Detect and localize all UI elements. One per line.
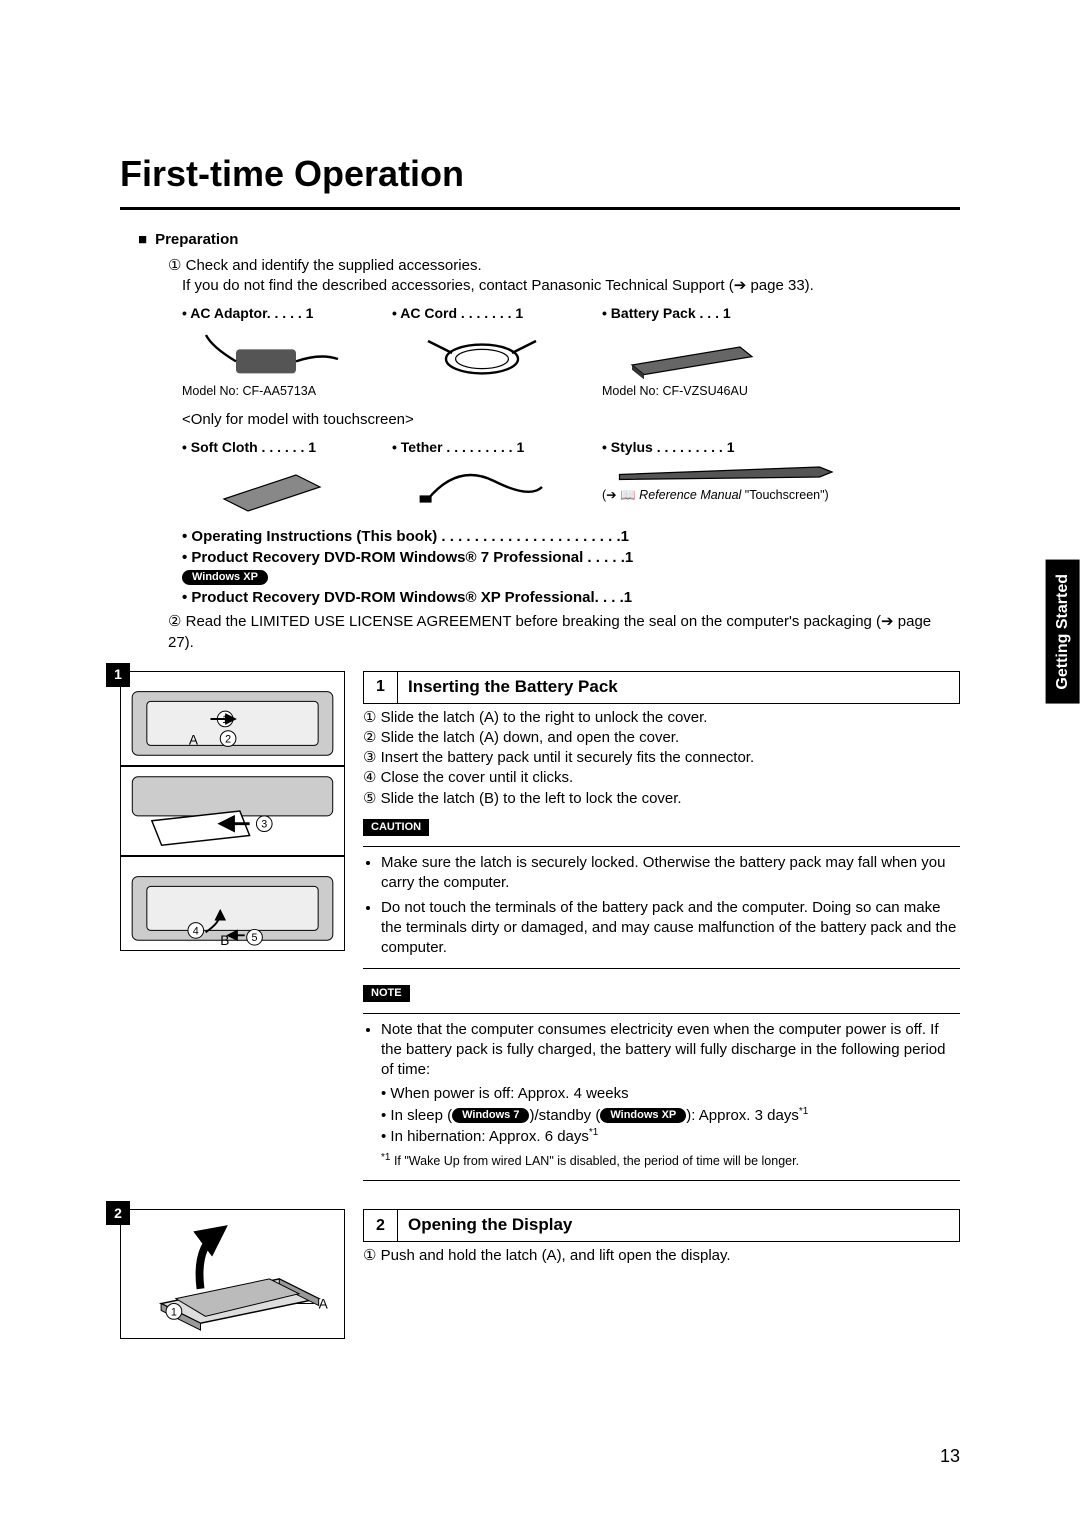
s1-line-d: ④ Close the cover until it clicks. xyxy=(363,768,960,788)
step-2-images: 2 1 A xyxy=(120,1209,345,1339)
acc-cord-label: • AC Cord . . . . . . . 1 xyxy=(392,304,572,323)
step-1-title: Inserting the Battery Pack xyxy=(397,671,960,704)
acc-adaptor-label: • AC Adaptor. . . . . 1 xyxy=(182,304,362,323)
svg-text:B: B xyxy=(220,933,229,948)
s1-line-c: ③ Insert the battery pack until it secur… xyxy=(363,748,960,768)
battery-model: Model No: CF-VZSU46AU xyxy=(602,383,782,400)
svg-text:1: 1 xyxy=(171,1307,177,1319)
step-1-badge: 1 xyxy=(106,663,130,687)
list-b: • Product Recovery DVD-ROM Windows® 7 Pr… xyxy=(120,548,960,568)
s1-line-b: ② Slide the latch (A) down, and open the… xyxy=(363,728,960,748)
acc-battery: • Battery Pack . . . 1 Model No: CF-VZSU… xyxy=(602,304,782,400)
caution-b: Do not touch the terminals of the batter… xyxy=(381,898,960,959)
title-rule xyxy=(120,207,960,210)
acc-battery-label: • Battery Pack . . . 1 xyxy=(602,304,782,323)
adaptor-model: Model No: CF-AA5713A xyxy=(182,383,362,400)
prep-step1-sub: If you do not find the described accesso… xyxy=(120,276,960,296)
windows-xp-pill: Windows XP xyxy=(182,570,268,585)
note-c: • In hibernation: Approx. 6 days*1 xyxy=(381,1126,960,1147)
battery-diagram-1: 1 2 A xyxy=(120,671,345,766)
note-a: • When power is off: Approx. 4 weeks xyxy=(381,1084,960,1104)
refmanual-note: (➔ 📖 Reference Manual "Touchscreen") xyxy=(602,487,862,504)
caution-label: CAUTION xyxy=(363,819,429,836)
svg-text:4: 4 xyxy=(193,925,199,937)
battery-diagram-3: 4 5 B xyxy=(120,856,345,951)
list-a: • Operating Instructions (This book) . .… xyxy=(120,527,960,547)
svg-text:3: 3 xyxy=(261,818,267,830)
prep-step1: ① Check and identify the supplied access… xyxy=(120,256,960,276)
xp-pill-row: Windows XP xyxy=(120,568,960,588)
acc-cloth-label: • Soft Cloth . . . . . . 1 xyxy=(182,438,362,457)
step-1-num: 1 xyxy=(363,671,397,704)
page-title: First-time Operation xyxy=(120,150,960,199)
accessory-row-2: • Soft Cloth . . . . . . 1 • Tether . . … xyxy=(120,438,960,517)
step-2-badge: 2 xyxy=(106,1201,130,1225)
only-touchscreen: <Only for model with touchscreen> xyxy=(120,410,960,430)
svg-text:A: A xyxy=(319,1297,329,1312)
preparation-heading: Preparation xyxy=(120,230,960,250)
acc-stylus: • Stylus . . . . . . . . . 1 (➔ 📖 Refere… xyxy=(602,438,862,517)
side-tab: Getting Started xyxy=(1046,560,1080,704)
acc-cloth: • Soft Cloth . . . . . . 1 xyxy=(182,438,362,517)
note-foot: *1 If "Wake Up from wired LAN" is disabl… xyxy=(381,1151,960,1170)
note-b: • In sleep (Windows 7)/standby (Windows … xyxy=(381,1105,960,1126)
cloth-icon xyxy=(182,457,362,517)
svg-text:5: 5 xyxy=(252,932,258,944)
acc-tether: • Tether . . . . . . . . . 1 xyxy=(392,438,572,517)
step-1-images: 1 1 2 A 3 xyxy=(120,671,345,1187)
step-2-container: 2 1 A 2 Opening the Display xyxy=(120,1209,960,1339)
acc-stylus-label: • Stylus . . . . . . . . . 1 xyxy=(602,438,862,457)
page-number: 13 xyxy=(940,1444,960,1468)
caution-list: Make sure the latch is securely locked. … xyxy=(363,853,960,958)
battery-diagram-2: 3 xyxy=(120,766,345,856)
stylus-icon xyxy=(602,457,862,487)
step-1-text: 1 Inserting the Battery Pack ① Slide the… xyxy=(363,671,960,1187)
svg-text:A: A xyxy=(189,732,199,747)
acc-cord: • AC Cord . . . . . . . 1 xyxy=(392,304,572,400)
list-c: • Product Recovery DVD-ROM Windows® XP P… xyxy=(120,588,960,608)
s1-line-a: ① Slide the latch (A) to the right to un… xyxy=(363,708,960,728)
adaptor-icon xyxy=(182,323,362,383)
note-list: Note that the computer consumes electric… xyxy=(363,1020,960,1171)
acc-adaptor: • AC Adaptor. . . . . 1 Model No: CF-AA5… xyxy=(182,304,362,400)
display-diagram: 1 A xyxy=(120,1209,345,1339)
step-2-num: 2 xyxy=(363,1209,397,1242)
step-2-title: Opening the Display xyxy=(397,1209,960,1242)
step-1-container: 1 1 2 A 3 xyxy=(120,671,960,1187)
battery-icon xyxy=(602,323,782,383)
accessory-row-1: • AC Adaptor. . . . . 1 Model No: CF-AA5… xyxy=(120,304,960,400)
cord-icon xyxy=(392,323,572,383)
s1-line-e: ⑤ Slide the latch (B) to the left to loc… xyxy=(363,789,960,809)
caution-a: Make sure the latch is securely locked. … xyxy=(381,853,960,894)
svg-text:2: 2 xyxy=(225,733,231,745)
tether-icon xyxy=(392,457,572,517)
note-lead: Note that the computer consumes electric… xyxy=(381,1020,960,1171)
step-2-text: 2 Opening the Display ① Push and hold th… xyxy=(363,1209,960,1339)
prep-step2: ② Read the LIMITED USE LICENSE AGREEMENT… xyxy=(120,612,960,653)
note-label: NOTE xyxy=(363,985,410,1002)
acc-tether-label: • Tether . . . . . . . . . 1 xyxy=(392,438,572,457)
s2-line: ① Push and hold the latch (A), and lift … xyxy=(363,1246,960,1266)
